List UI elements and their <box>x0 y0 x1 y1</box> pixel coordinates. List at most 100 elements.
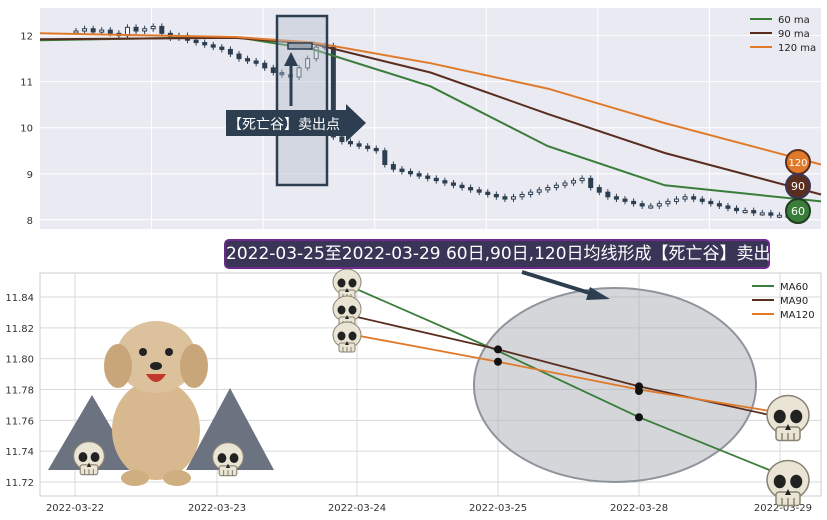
candle-body <box>476 189 482 193</box>
callout-label: 【死亡谷】卖出点 <box>228 117 340 133</box>
candle-body <box>227 48 233 55</box>
top-y-tick-label: 12 <box>20 32 33 43</box>
dog-body <box>112 380 200 480</box>
dog-ear-left <box>104 344 132 388</box>
candle-body <box>751 210 757 214</box>
candle-body <box>682 196 688 200</box>
candle-body <box>656 203 662 207</box>
bottom-x-tick-label: 2022-03-22 <box>46 503 104 514</box>
candle-body <box>159 25 165 34</box>
dog-paw-left <box>121 470 149 486</box>
crossover-dot <box>494 357 502 366</box>
bottom-x-tick-label: 2022-03-24 <box>328 503 386 514</box>
mountain-right-icon <box>186 388 274 470</box>
top-line-120-ma <box>39 32 822 166</box>
candle-body <box>107 29 113 34</box>
legend-label-ma90: MA90 <box>780 296 808 307</box>
badge-60: 60 <box>785 198 811 224</box>
candle-body <box>399 168 405 172</box>
candle-body <box>485 191 491 195</box>
candle-body <box>202 42 208 46</box>
skull-icon <box>766 459 810 507</box>
candle-body <box>673 198 679 202</box>
skull-icon <box>212 442 244 477</box>
candle-body <box>133 26 139 32</box>
legend-label-90: 90 ma <box>778 29 810 40</box>
candle-body <box>571 180 577 184</box>
crossover-dot <box>494 345 502 354</box>
candle-body <box>734 207 740 212</box>
badge-60-circle <box>785 198 811 224</box>
candle-body <box>648 205 654 209</box>
pointer-arrow-shaft <box>521 270 597 297</box>
candle-body <box>279 71 285 76</box>
candle-body <box>382 150 388 166</box>
bottom-ma-lines <box>356 288 781 476</box>
mountain-left-icon <box>48 395 136 470</box>
candle-body <box>425 175 431 179</box>
candle-body <box>699 198 705 202</box>
candle-body <box>193 39 199 44</box>
candle-body <box>313 46 319 60</box>
top-y-tick-label: 9 <box>27 170 33 181</box>
bottom-y-tick-label: 11.84 <box>5 293 34 304</box>
legend-label-ma120: MA120 <box>780 310 815 321</box>
dog-ear-right <box>180 344 208 388</box>
candle-body <box>776 214 782 218</box>
top-legend: 60 ma 90 ma 120 ma <box>750 15 816 54</box>
candle-body <box>528 191 534 195</box>
skull-icon <box>332 321 362 353</box>
bottom-x-tick-label: 2022-03-29 <box>754 503 812 514</box>
crossover-dot <box>635 387 643 396</box>
death-valley-highlight-box <box>275 14 329 187</box>
candle-body <box>210 44 216 48</box>
candle-body <box>99 29 105 33</box>
top-plot-area <box>40 8 821 229</box>
decorative-illustration <box>48 268 810 507</box>
candle-body <box>433 177 439 182</box>
candle-body <box>236 53 242 60</box>
candle-body <box>562 182 568 186</box>
bottom-y-tick-label: 11.74 <box>5 447 34 458</box>
candle-body <box>725 205 731 209</box>
candle-body <box>536 189 542 193</box>
candle-body <box>442 180 448 184</box>
top-y-tick-label: 10 <box>20 124 33 135</box>
candle-body <box>348 141 354 145</box>
candle-body <box>373 147 379 152</box>
legend-label-ma60: MA60 <box>780 282 808 293</box>
candle-body <box>759 212 765 216</box>
top-grid <box>40 8 821 229</box>
bottom-y-tick-label: 11.78 <box>5 386 34 397</box>
bottom-legend: MA60 MA90 MA120 <box>752 282 815 321</box>
bottom-x-tick-label: 2022-03-28 <box>610 503 668 514</box>
candle-body <box>708 200 714 205</box>
dog-head <box>116 321 196 393</box>
candle-body <box>768 212 774 216</box>
bottom-line-MA60 <box>356 288 781 476</box>
candle-body <box>245 58 251 62</box>
candle-body <box>519 193 525 198</box>
bottom-y-tick-label: 11.72 <box>5 478 34 489</box>
candle-body <box>90 28 96 33</box>
candle-body <box>665 200 671 205</box>
bottom-x-tick-label: 2022-03-23 <box>188 503 246 514</box>
candle-body <box>545 187 551 191</box>
top-y-tick-label: 8 <box>27 216 33 227</box>
badge-120: 120 <box>785 149 811 175</box>
up-arrow-head <box>284 52 298 66</box>
badge-90: 90 <box>785 173 811 199</box>
candle-body <box>339 136 345 143</box>
candle-body <box>408 170 414 175</box>
candle-body <box>305 58 311 69</box>
candle-body <box>622 198 628 202</box>
top-ma-lines <box>39 32 822 203</box>
badge-60-label: 60 <box>791 205 805 218</box>
skull-icon <box>73 441 105 476</box>
candle-body <box>716 203 722 207</box>
legend-label-60: 60 ma <box>778 15 810 26</box>
candle-body <box>493 193 499 198</box>
bottom-y-tick-label: 11.82 <box>5 324 34 335</box>
candle-body <box>691 196 697 200</box>
